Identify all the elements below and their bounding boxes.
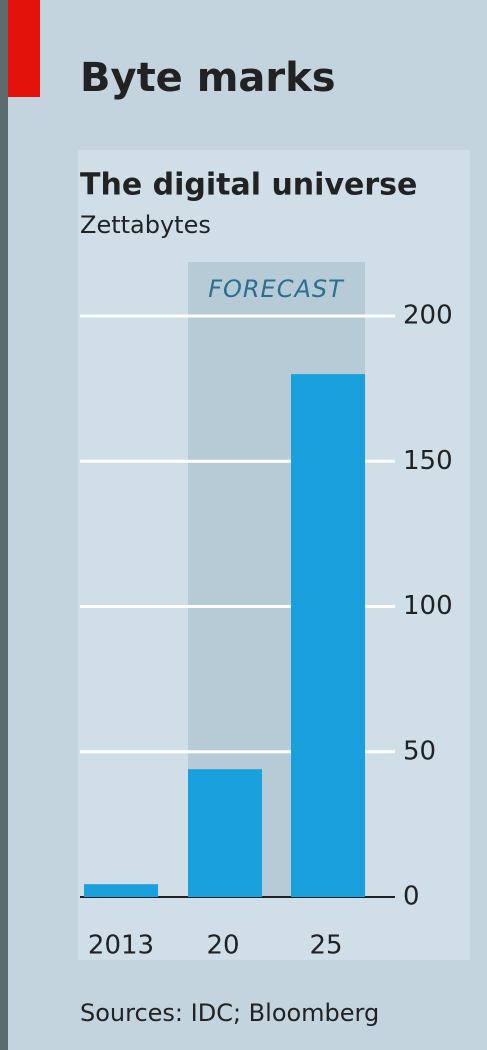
annotation: FORECAST	[208, 275, 345, 303]
left-edge	[0, 0, 8, 1050]
y-axis-label: Zettabytes	[80, 211, 211, 239]
x-tick-label: 25	[309, 931, 342, 961]
y-tick-label: 150	[403, 446, 453, 476]
chart-subtitle: The digital universe	[80, 168, 417, 203]
bar	[84, 884, 158, 897]
y-tick-label: 100	[403, 591, 453, 621]
bar	[291, 374, 365, 898]
source: Sources: IDC; Bloomberg	[80, 999, 379, 1027]
y-tick-label: 200	[403, 301, 453, 331]
bar	[188, 769, 262, 897]
x-tick-label: 2013	[88, 931, 154, 961]
red-tag	[8, 0, 40, 97]
y-tick-label: 50	[403, 736, 436, 766]
chart-title: Byte marks	[80, 55, 336, 101]
y-tick-label: 0	[403, 882, 420, 912]
x-tick-label: 20	[206, 931, 239, 961]
